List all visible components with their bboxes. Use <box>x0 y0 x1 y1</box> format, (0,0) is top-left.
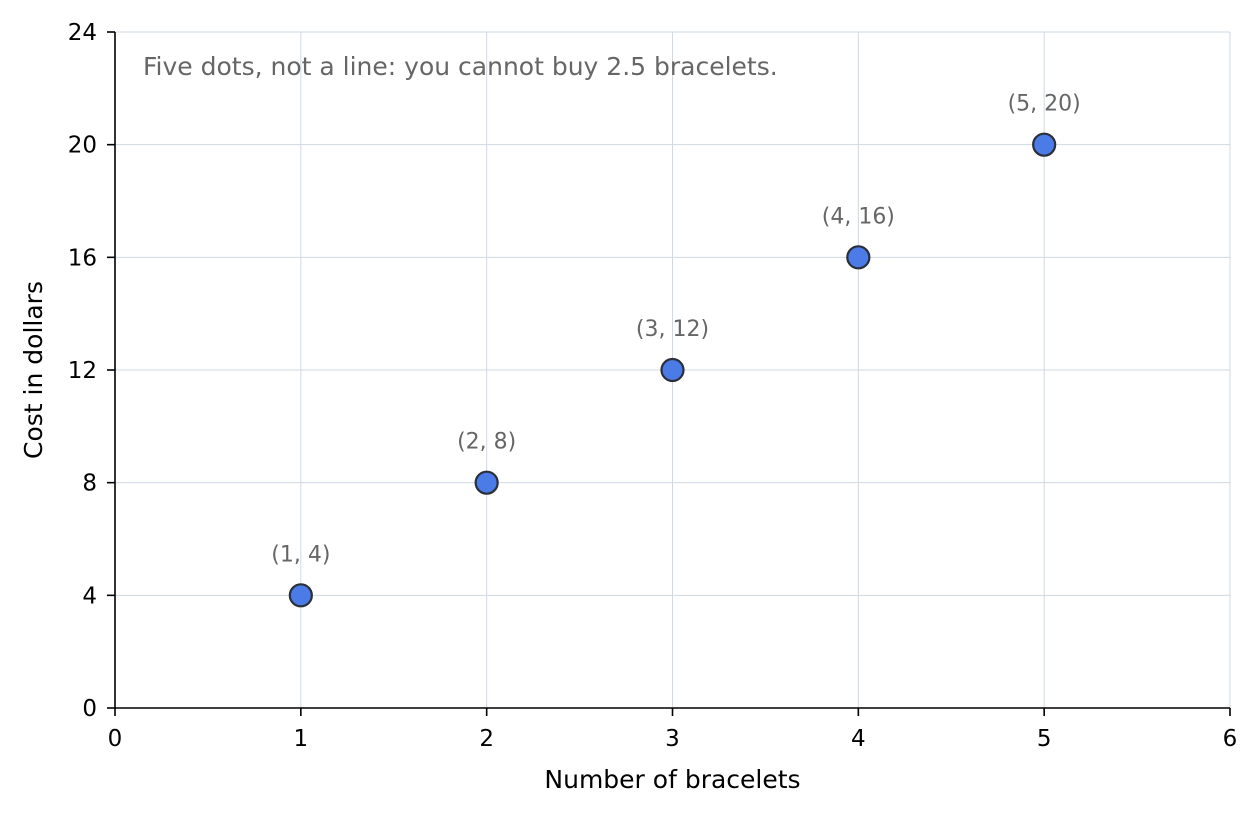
data-point <box>846 245 871 270</box>
data-point-label: (3, 12) <box>636 317 709 342</box>
x-axis-title: Number of bracelets <box>544 765 800 794</box>
data-point <box>660 357 685 383</box>
x-tick-label: 5 <box>1037 726 1052 752</box>
y-tick-label: 0 <box>82 696 97 722</box>
data-points: (1, 4) (2, 8) (3, 12) (4, 16) (5, 20) <box>271 92 1081 608</box>
y-axis-title: Cost in dollars <box>19 281 48 459</box>
data-point-label: (4, 16) <box>822 204 895 229</box>
x-tick-label: 2 <box>479 726 494 752</box>
y-tick-label: 16 <box>68 245 97 271</box>
data-point <box>288 583 313 608</box>
x-tick-label: 4 <box>851 726 866 752</box>
y-tick-label: 12 <box>68 358 97 384</box>
y-tick-label: 24 <box>68 20 97 46</box>
x-tick-label: 0 <box>108 726 123 752</box>
data-point-label: (1, 4) <box>271 542 330 567</box>
x-tick-label: 3 <box>665 726 680 752</box>
y-tick-label: 8 <box>82 471 97 497</box>
x-tick-label: 1 <box>294 726 309 752</box>
data-point-label: (2, 8) <box>457 430 516 455</box>
data-point <box>1032 132 1057 157</box>
data-point-label: (5, 20) <box>1008 92 1081 117</box>
chart-annotation: Five dots, not a line: you cannot buy 2.… <box>143 52 778 81</box>
y-tick-label: 4 <box>82 583 97 609</box>
data-point <box>474 470 499 495</box>
x-tick-label: 6 <box>1223 726 1238 752</box>
y-tick-label: 20 <box>68 133 97 159</box>
